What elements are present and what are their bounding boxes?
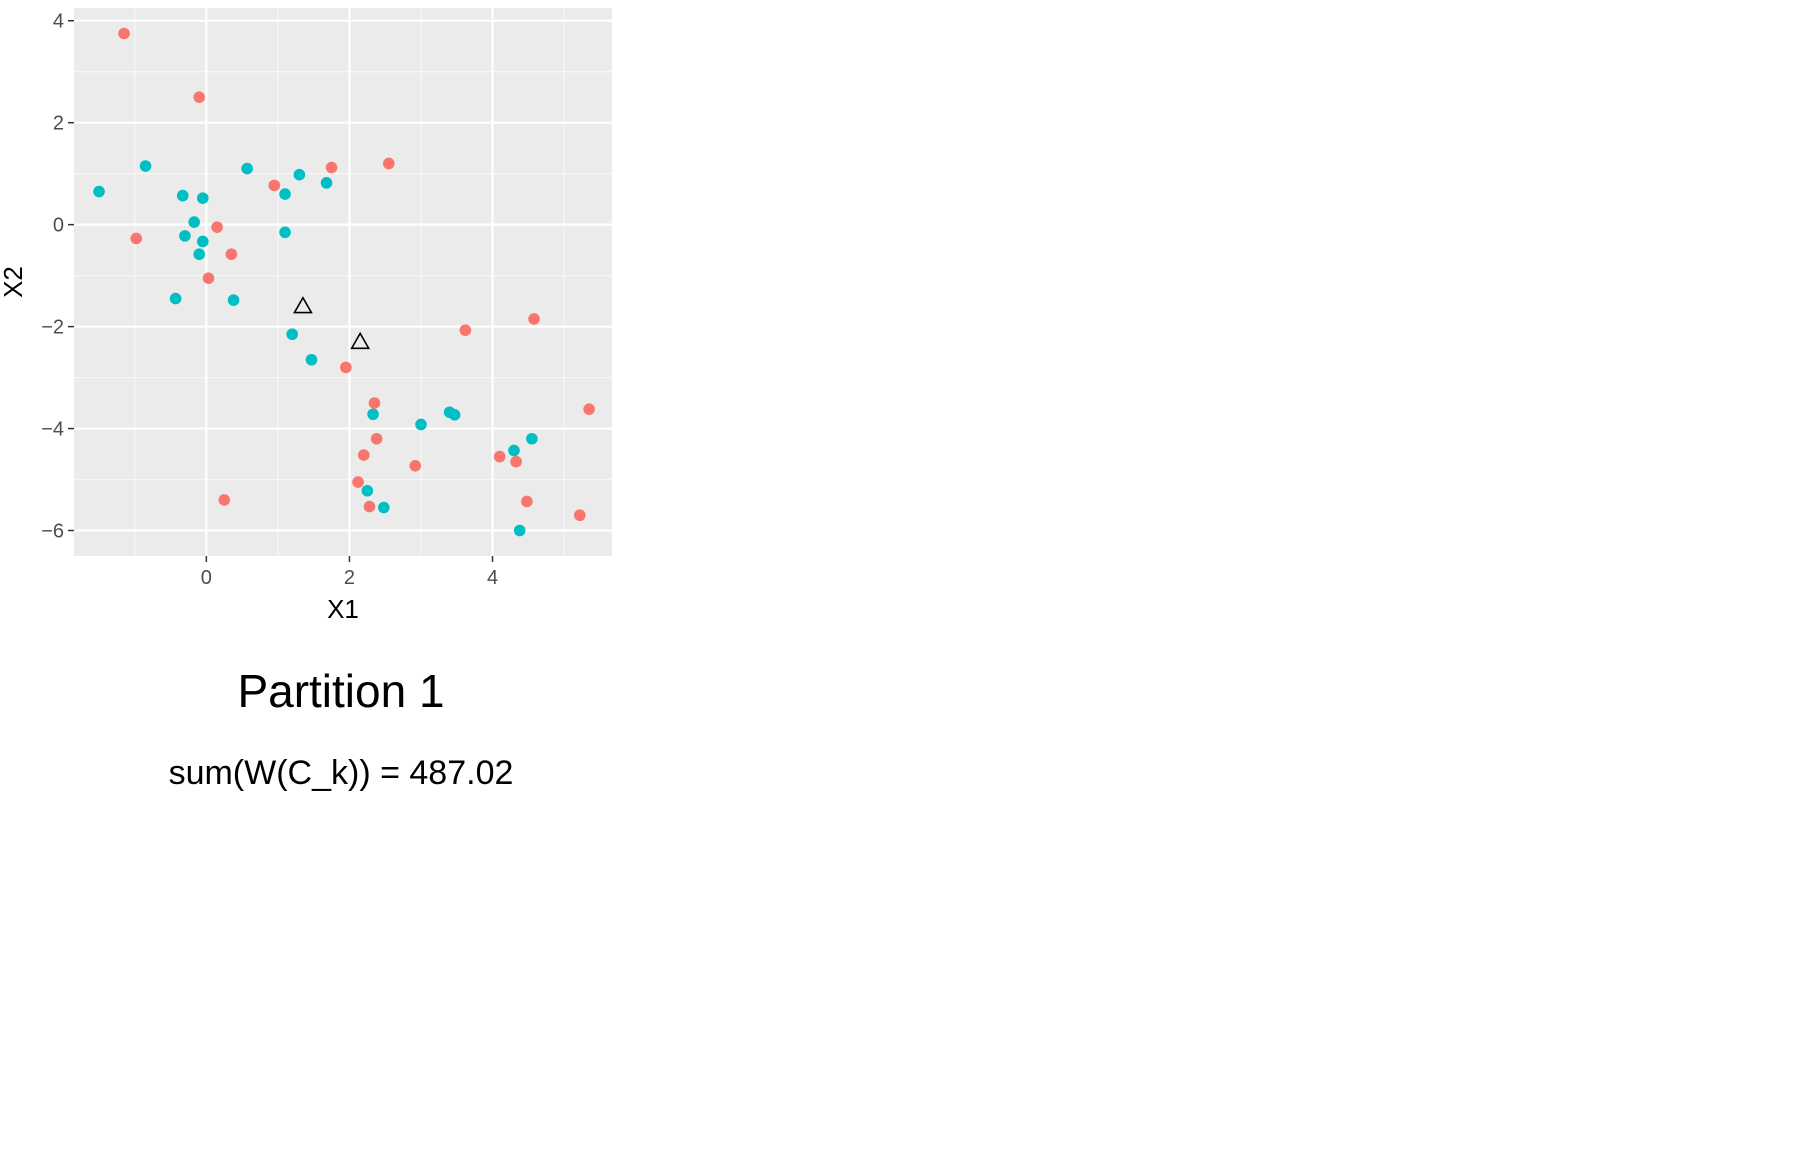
y-tick-label: 4 [53,11,64,33]
data-point-series-2 [93,185,105,198]
data-point-series-1 [352,476,364,488]
y-tick-label: −2 [41,317,64,339]
data-point-series-1 [325,161,338,174]
data-point-series-2 [193,248,205,261]
data-point-series-1 [521,495,533,508]
y-tick-label: 2 [53,113,64,135]
y-tick-label: −4 [41,419,64,441]
data-point-series-2 [513,524,526,537]
data-point-series-2 [305,353,318,366]
data-point-series-2 [293,168,306,181]
grid-lines [74,8,612,556]
data-point-series-1 [459,324,472,336]
data-points [93,27,595,537]
plot-panel [74,8,612,556]
data-point-series-2 [169,292,182,305]
data-point-series-1 [118,27,130,40]
data-point-series-1 [583,403,595,415]
data-point-series-2 [448,408,461,421]
axis-ticks: 0 2 4 4 2 0 −2 −4 −6 [41,11,498,589]
data-point-series-2 [508,444,520,457]
data-point-series-1 [357,449,370,461]
data-point-series-2 [139,160,152,172]
x-tick-label: 2 [344,567,355,589]
data-point-series-1 [340,361,352,374]
x-axis-title: X1 [327,594,359,624]
data-point-series-1 [574,509,586,522]
data-point-series-2 [286,328,299,341]
data-point-series-2 [361,484,374,497]
data-point-series-2 [176,189,189,202]
data-point-series-1 [268,179,281,192]
data-point-series-1 [409,459,422,472]
data-point-series-1 [211,221,223,233]
data-point-series-2 [196,235,209,248]
data-point-series-1 [493,450,506,463]
centroid-marker [293,296,313,314]
scatter-plot: 0 2 4 4 2 0 −2 −4 −6 X1 X2 [0,8,612,624]
data-point-series-1 [510,455,522,468]
caption-subtitle: sum(W(C_k)) = 487.02 [168,754,514,792]
data-point-series-2 [320,177,333,189]
x-tick-label: 0 [201,567,212,589]
x-tick-label: 4 [487,567,498,589]
y-axis-title: X2 [0,266,28,298]
data-point-series-1 [218,494,231,506]
caption-title: Partition 1 [237,665,445,717]
data-point-series-1 [370,432,383,445]
data-point-series-1 [225,248,238,261]
data-point-series-2 [377,501,390,514]
data-point-series-2 [179,230,191,242]
data-point-series-2 [241,162,253,175]
data-point-series-1 [368,397,381,409]
data-point-series-2 [279,226,291,239]
centroid-marker [350,331,371,350]
data-point-series-2 [227,294,240,306]
data-point-series-2 [279,188,291,200]
data-point-series-2 [367,408,379,421]
data-point-series-2 [415,418,427,431]
y-tick-label: −6 [41,521,64,543]
data-point-series-1 [528,313,540,325]
data-point-series-2 [526,432,538,445]
data-point-series-1 [193,91,205,104]
data-point-series-1 [202,272,215,284]
y-tick-label: 0 [53,215,64,237]
data-point-series-1 [130,232,143,245]
data-point-series-2 [188,216,200,228]
data-point-series-1 [363,500,376,513]
data-point-series-2 [196,192,209,204]
data-point-series-1 [382,157,395,170]
